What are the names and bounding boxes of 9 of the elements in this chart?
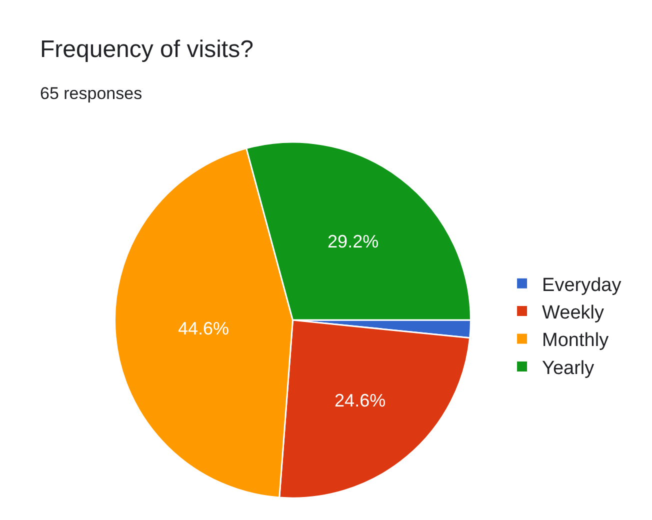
data-label: 24.6%	[334, 390, 386, 410]
data-label: 44.6%	[178, 318, 230, 338]
chart-subtitle: 65 responses	[40, 84, 142, 103]
chart-title: Frequency of visits?	[40, 36, 254, 63]
legend-label: Everyday	[542, 274, 622, 296]
legend-label: Monthly	[542, 330, 610, 352]
data-label: 29.2%	[328, 231, 379, 252]
legend-label: Yearly	[542, 358, 595, 379]
legend-label: Weekly	[542, 302, 604, 324]
